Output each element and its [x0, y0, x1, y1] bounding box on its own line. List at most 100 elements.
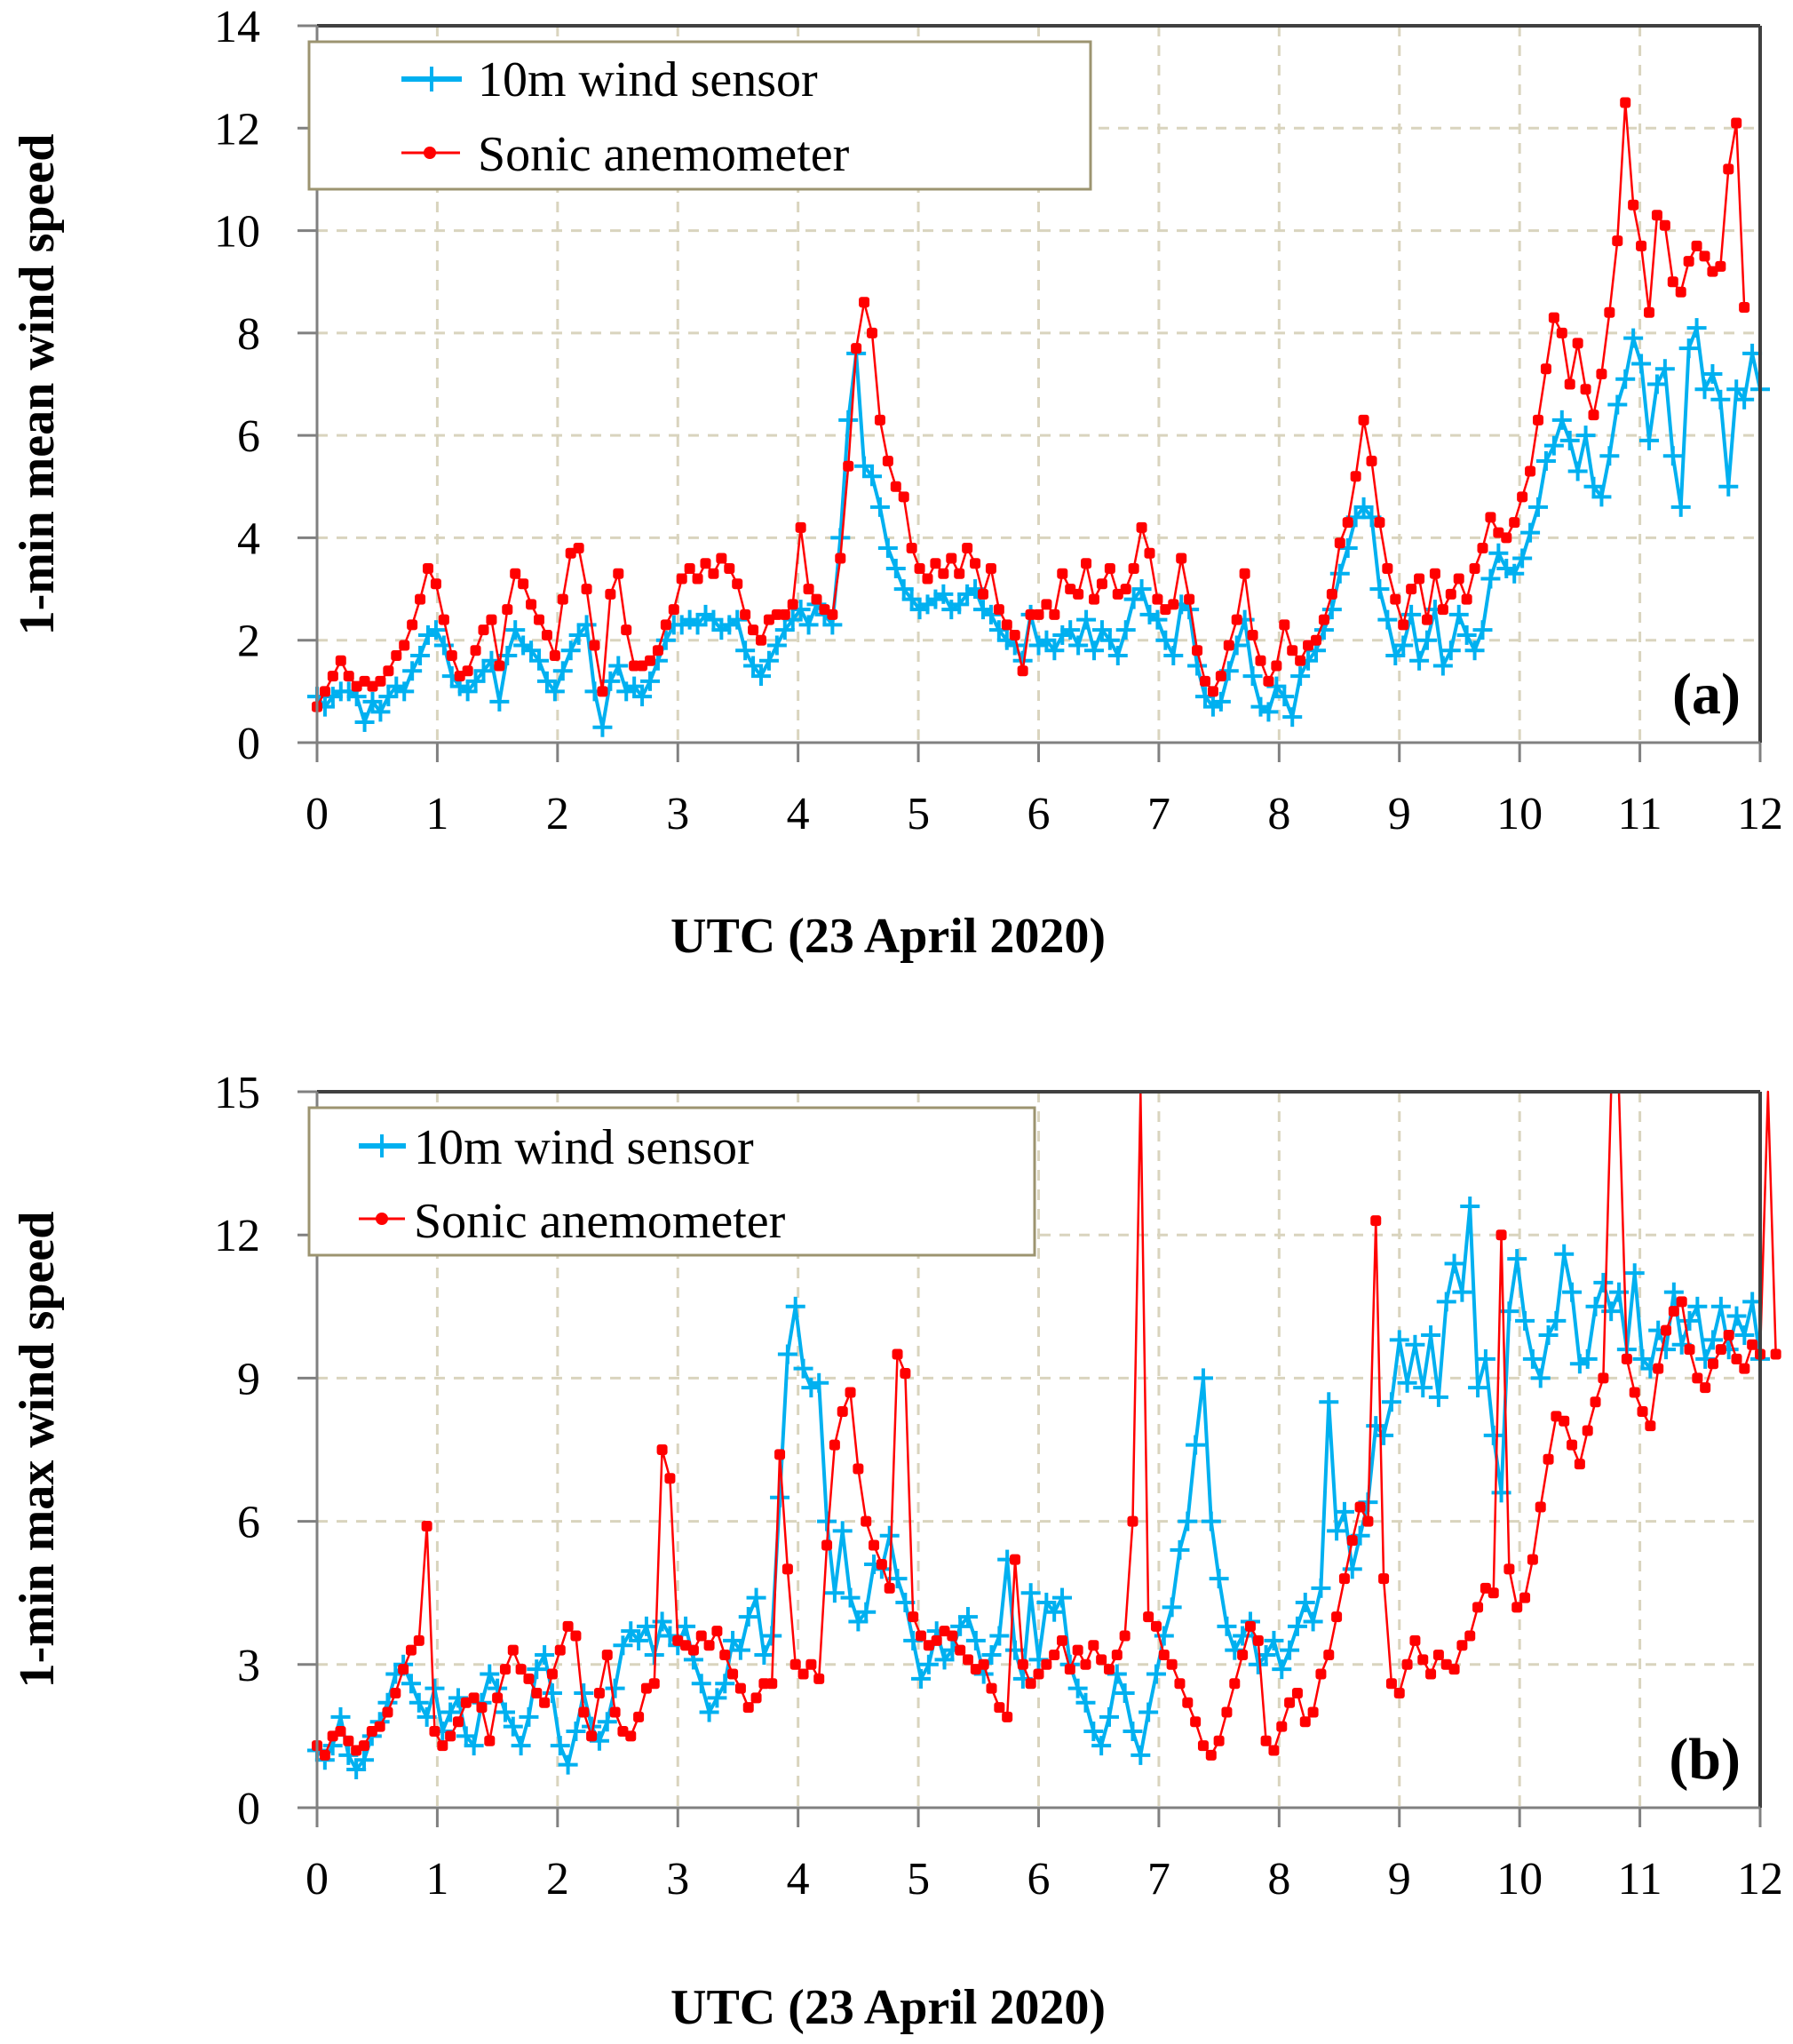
y-tick-label: 3: [237, 1641, 260, 1691]
point-sonic-anemometer: [486, 614, 497, 625]
point-wind-sensor: [901, 589, 922, 609]
point-wind-sensor: [1646, 374, 1667, 394]
point-sonic-anemometer: [1668, 1306, 1679, 1317]
point-sonic-anemometer: [986, 1682, 997, 1694]
point-sonic-anemometer: [861, 1515, 872, 1527]
point-sonic-anemometer: [1636, 240, 1647, 251]
series-wind-sensor: [307, 1196, 1770, 1780]
x-tick-label: 1: [425, 1854, 448, 1905]
point-wind-sensor: [568, 624, 589, 645]
point-sonic-anemometer: [1659, 219, 1670, 231]
point-wind-sensor: [1456, 624, 1477, 645]
point-wind-sensor: [1146, 1664, 1166, 1684]
point-sonic-anemometer: [827, 608, 838, 620]
point-sonic-anemometer: [1715, 260, 1726, 272]
point-wind-sensor: [640, 671, 660, 691]
point-wind-sensor: [1448, 604, 1469, 624]
point-wind-sensor: [409, 1692, 429, 1713]
point-wind-sensor: [1468, 1378, 1488, 1398]
point-wind-sensor: [1452, 1282, 1472, 1302]
point-wind-sensor: [558, 1754, 578, 1775]
point-wind-sensor: [1138, 1702, 1159, 1722]
point-sonic-anemometer: [656, 1444, 668, 1455]
point-sonic-anemometer: [1464, 1630, 1476, 1642]
point-wind-sensor: [1020, 1583, 1041, 1603]
point-sonic-anemometer: [1205, 1749, 1217, 1761]
point-sonic-anemometer: [1661, 1324, 1672, 1336]
point-wind-sensor: [1393, 635, 1414, 656]
point-sonic-anemometer: [1229, 1678, 1241, 1690]
point-sonic-anemometer: [1072, 1644, 1083, 1656]
point-sonic-anemometer: [1715, 1344, 1726, 1356]
point-sonic-anemometer: [930, 558, 941, 569]
point-sonic-anemometer: [1582, 1425, 1593, 1436]
point-wind-sensor: [402, 661, 423, 681]
point-sonic-anemometer: [1501, 532, 1512, 544]
point-wind-sensor: [1528, 497, 1548, 517]
point-wind-sensor: [597, 1712, 617, 1732]
point-sonic-anemometer: [1644, 306, 1654, 318]
point-wind-sensor: [613, 1635, 633, 1656]
point-sonic-anemometer: [1331, 1611, 1343, 1623]
point-sonic-anemometer: [1509, 517, 1520, 529]
point-sonic-anemometer: [970, 558, 981, 569]
point-wind-sensor: [1381, 1392, 1401, 1412]
point-wind-sensor: [1686, 318, 1707, 338]
point-wind-sensor: [1099, 630, 1120, 650]
point-wind-sensor: [1464, 640, 1485, 661]
point-wind-sensor: [440, 1702, 461, 1722]
legend-box-b: [307, 1106, 1036, 1257]
point-sonic-anemometer: [908, 1611, 919, 1623]
point-wind-sensor: [1155, 630, 1176, 650]
point-sonic-anemometer: [1398, 619, 1409, 631]
point-sonic-anemometer: [859, 297, 870, 308]
point-sonic-anemometer: [1136, 521, 1147, 533]
point-sonic-anemometer: [1247, 629, 1258, 640]
point-wind-sensor: [699, 1702, 719, 1722]
point-sonic-anemometer: [1104, 563, 1115, 575]
point-sonic-anemometer: [1708, 1358, 1719, 1370]
point-wind-sensor: [1187, 656, 1208, 676]
y-tick-label: 12: [214, 1211, 260, 1261]
point-sonic-anemometer: [719, 1650, 731, 1661]
point-wind-sensor: [1131, 579, 1152, 600]
point-sonic-anemometer: [1207, 686, 1218, 697]
point-sonic-anemometer: [748, 624, 759, 636]
point-sonic-anemometer: [415, 593, 426, 605]
point-sonic-anemometer: [837, 1406, 848, 1418]
point-wind-sensor: [1083, 1722, 1104, 1742]
point-wind-sensor: [608, 656, 629, 676]
point-sonic-anemometer: [1645, 1420, 1656, 1432]
point-sonic-anemometer: [429, 1726, 440, 1738]
point-sonic-anemometer: [821, 1539, 833, 1551]
point-wind-sensor: [1385, 646, 1406, 666]
point-wind-sensor: [1084, 640, 1104, 661]
point-wind-sensor: [893, 579, 914, 600]
point-wind-sensor: [1593, 1272, 1614, 1292]
point-sonic-anemometer: [1362, 1515, 1374, 1527]
point-sonic-anemometer: [358, 1740, 369, 1752]
panel-label-b: (b): [1669, 1727, 1741, 1792]
point-sonic-anemometer: [1667, 276, 1678, 288]
point-wind-sensor: [424, 1678, 445, 1698]
point-sonic-anemometer: [1517, 491, 1528, 503]
point-sonic-anemometer: [1231, 614, 1242, 625]
point-wind-sensor: [1076, 609, 1097, 630]
legend-label-sonic-b: Sonic anemometer: [414, 1194, 786, 1249]
point-sonic-anemometer: [1080, 1658, 1091, 1670]
point-sonic-anemometer: [882, 455, 893, 466]
point-wind-sensor: [605, 1678, 625, 1698]
point-sonic-anemometer: [890, 481, 901, 492]
point-sonic-anemometer: [1263, 675, 1274, 687]
point-wind-sensor: [1488, 543, 1509, 563]
x-axis-title-b: UTC (23 April 2020): [670, 1980, 1106, 2035]
point-wind-sensor: [544, 681, 565, 702]
point-sonic-anemometer: [383, 665, 394, 677]
point-wind-sensor: [809, 1372, 829, 1393]
point-sonic-anemometer: [1699, 251, 1710, 262]
point-wind-sensor: [774, 620, 795, 640]
x-tick-label: 10: [1496, 1854, 1543, 1905]
point-sonic-anemometer: [947, 1630, 958, 1642]
point-sonic-anemometer: [1406, 584, 1417, 595]
point-wind-sensor: [1599, 446, 1620, 466]
